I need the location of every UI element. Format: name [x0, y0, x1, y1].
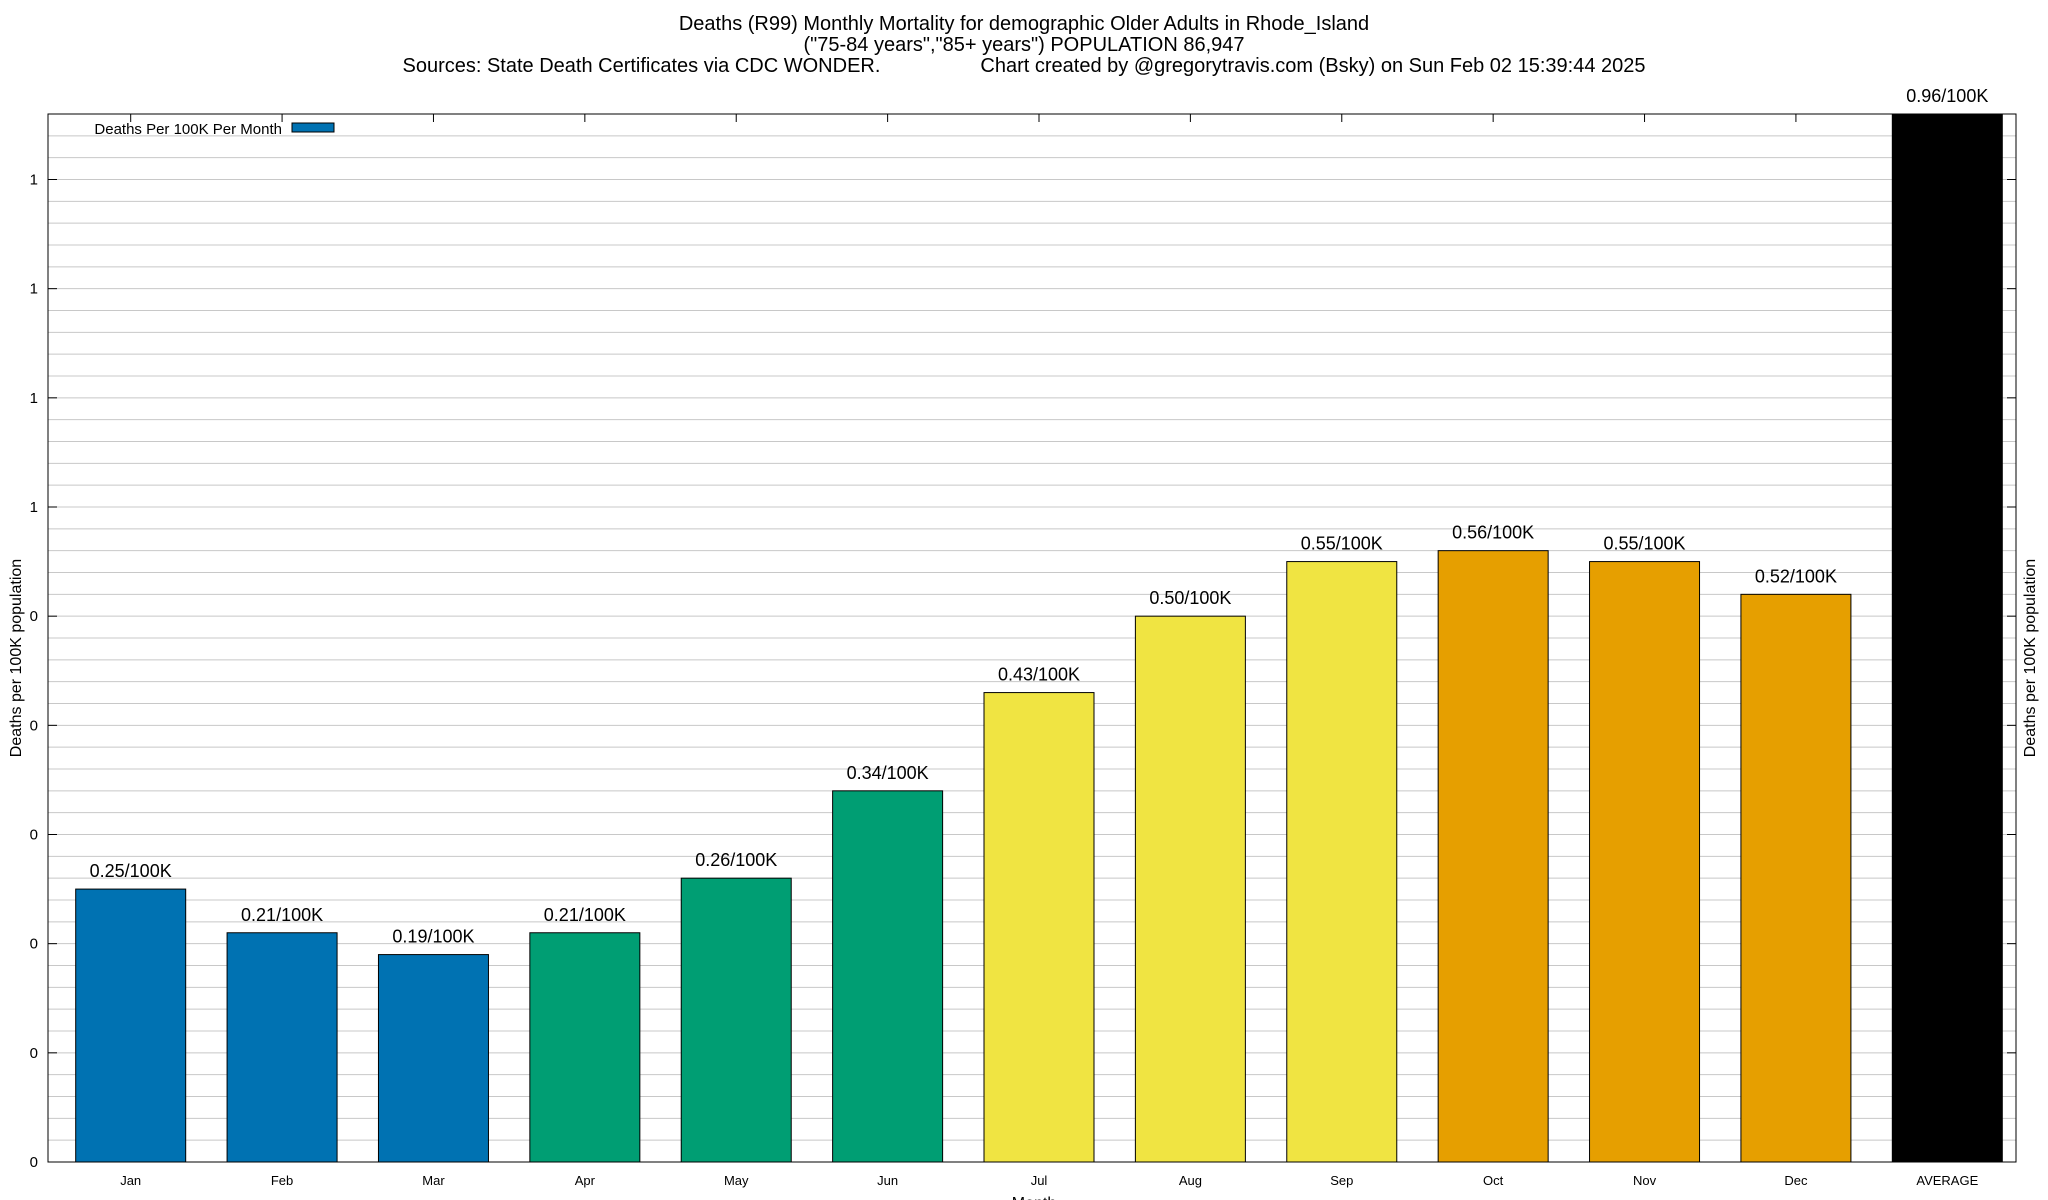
bar-feb: [226, 932, 338, 1163]
x-tick-label: Nov: [1633, 1173, 1657, 1188]
data-label: 0.34/100K: [847, 763, 929, 783]
data-label: 0.50/100K: [1149, 588, 1231, 608]
bar-aug: [1134, 615, 1246, 1163]
y-tick-label: 0: [30, 936, 38, 953]
x-axis-label: Month: [1012, 1195, 1056, 1200]
x-tick-label: Sep: [1330, 1173, 1353, 1188]
x-tick-label: Jun: [877, 1173, 898, 1188]
data-label: 0.43/100K: [998, 665, 1080, 685]
title-line-3: Sources: State Death Certificates via CD…: [0, 56, 2048, 77]
sources-text: Sources: State Death Certificates via CD…: [402, 55, 881, 77]
x-tick-label: Mar: [422, 1173, 445, 1188]
data-label: 0.52/100K: [1755, 566, 1837, 586]
title-line-2: ("75-84 years","85+ years") POPULATION 8…: [803, 34, 1245, 56]
data-label: 0.55/100K: [1301, 534, 1383, 554]
bar-oct: [1437, 550, 1549, 1163]
bar-jan: [75, 888, 187, 1163]
x-tick-label: Jan: [120, 1173, 141, 1188]
x-tick-label: Aug: [1179, 1173, 1202, 1188]
bar-nov: [1589, 561, 1701, 1163]
y-tick-label: 0: [30, 608, 38, 625]
title-line-1: Deaths (R99) Monthly Mortality for demog…: [678, 13, 1370, 35]
chart-title: Deaths (R99) Monthly Mortality for demog…: [0, 14, 2048, 77]
y-tick-label: 0: [30, 1154, 38, 1171]
y-tick-label: 0: [30, 717, 38, 734]
data-label: 0.25/100K: [90, 861, 172, 881]
x-tick-label: Jul: [1031, 1173, 1048, 1188]
y-axis-label-right: Deaths per 100K population: [2022, 558, 2040, 758]
legend-label: Deaths Per 100K Per Month: [94, 121, 282, 138]
y-tick-label: 1: [30, 281, 38, 298]
bar-may: [680, 877, 792, 1163]
data-label: 0.56/100K: [1452, 523, 1534, 543]
bar-jun: [832, 790, 944, 1163]
y-tick-label: 0: [30, 1045, 38, 1062]
y-tick-label: 1: [30, 499, 38, 516]
data-label: 0.26/100K: [695, 850, 777, 870]
data-label: 0.21/100K: [241, 905, 323, 925]
x-tick-label: Apr: [575, 1173, 596, 1188]
bar-dec: [1740, 593, 1852, 1163]
data-label: 0.19/100K: [392, 927, 474, 947]
x-tick-label: AVERAGE: [1916, 1173, 1978, 1188]
x-tick-label: Dec: [1784, 1173, 1808, 1188]
legend-swatch: [291, 122, 335, 133]
x-tick-label: Oct: [1483, 1173, 1504, 1188]
y-tick-label: 1: [30, 390, 38, 407]
y-tick-label: 0: [30, 827, 38, 844]
bar-mar: [377, 954, 489, 1163]
y-axis-label-left: Deaths per 100K population: [8, 558, 26, 758]
plot-border: [47, 113, 2017, 1163]
y-tick-label: 1: [30, 172, 38, 189]
bar-apr: [529, 932, 641, 1163]
data-label: 0.55/100K: [1603, 534, 1685, 554]
bar-average: [1891, 113, 2003, 1163]
bar-jul: [983, 692, 1095, 1163]
credit-text: Chart created by @gregorytravis.com (Bsk…: [980, 55, 1646, 77]
x-tick-label: Feb: [271, 1173, 293, 1188]
x-tick-label: May: [724, 1173, 749, 1188]
bar-sep: [1286, 561, 1398, 1163]
data-label: 0.21/100K: [544, 905, 626, 925]
data-label: 0.96/100K: [1906, 86, 1988, 106]
